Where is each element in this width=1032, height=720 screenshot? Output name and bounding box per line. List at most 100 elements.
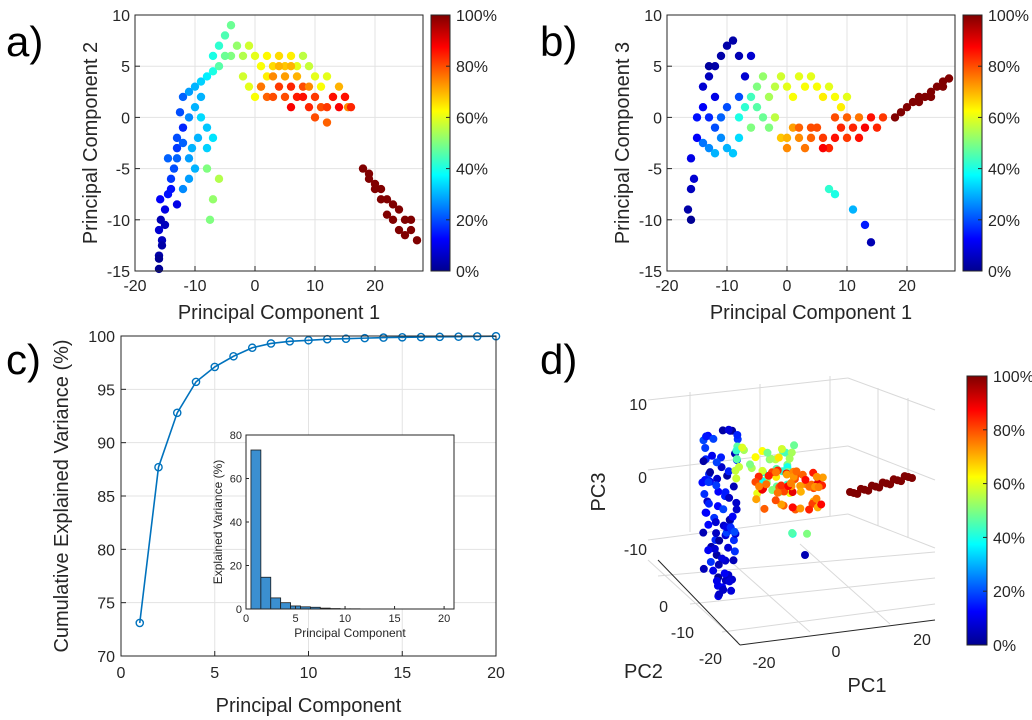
data-point: [178, 138, 188, 148]
data-point: [184, 154, 194, 163]
data-point: [698, 82, 708, 91]
series-marker: [341, 334, 351, 343]
data-point: [208, 133, 218, 143]
data-point: [830, 133, 840, 143]
panel-d-colorbar-tick-label: 80%: [993, 423, 1025, 440]
data-point: [782, 82, 792, 91]
data-point-3d: [724, 425, 733, 434]
data-point: [764, 123, 774, 132]
series-marker: [397, 332, 407, 342]
data-point: [758, 113, 768, 122]
panel-a-colorbar-tick-label: 100%: [456, 8, 497, 25]
data-point-3d: [817, 500, 826, 509]
data-point: [842, 113, 852, 122]
x-tick-label: -10: [183, 278, 206, 295]
inset-bar: [260, 576, 272, 610]
data-point-3d: [772, 468, 781, 477]
data-point: [214, 61, 224, 71]
data-point: [157, 241, 167, 250]
data-point-3d: [706, 468, 715, 477]
series-marker: [435, 332, 445, 342]
pc2-tick-label: -10: [671, 625, 694, 642]
x-tick-label: -20: [655, 278, 678, 295]
data-point: [316, 82, 326, 91]
data-point: [689, 174, 699, 184]
grid-line-3d: [647, 445, 849, 471]
inset-x-tick-label: 15: [388, 613, 400, 625]
data-point-3d: [711, 518, 720, 527]
data-point: [310, 92, 320, 102]
data-point: [722, 41, 732, 50]
grid-line-3d: [721, 603, 936, 633]
y-tick-label: 5: [653, 59, 662, 76]
data-point-3d: [712, 458, 721, 467]
data-point: [370, 184, 380, 194]
data-point-3d: [766, 454, 775, 463]
data-point: [172, 133, 182, 143]
grid-line-3d: [657, 551, 936, 577]
panel-label-b: b): [540, 18, 577, 65]
panel-d-colorbar-tick-label: 60%: [993, 477, 1025, 494]
inset-y-tick-label: 20: [230, 561, 242, 573]
panel-a-colorbar-tick-label: 60%: [456, 110, 488, 127]
series-marker: [304, 335, 313, 345]
data-point: [232, 41, 242, 50]
data-point-3d: [805, 505, 814, 514]
data-point: [932, 82, 942, 91]
y-tick-label: 85: [97, 489, 115, 506]
y-tick-label: -10: [639, 213, 662, 230]
data-point-3d: [704, 546, 713, 555]
x-tick-label: 20: [487, 665, 505, 682]
x-tick-label: -20: [123, 278, 146, 295]
inset-x-axis-label: Principal Component: [294, 626, 406, 640]
data-point: [704, 113, 714, 122]
data-point-3d: [745, 460, 754, 469]
data-point: [740, 102, 750, 112]
data-point: [686, 154, 696, 163]
data-point-3d: [709, 566, 718, 575]
data-point: [806, 72, 816, 81]
pc3-tick-label: 10: [629, 397, 647, 414]
data-point: [208, 51, 218, 61]
grid-line-3d: [647, 513, 849, 541]
data-point: [268, 92, 278, 102]
pc2-tick-label: -20: [699, 651, 722, 668]
data-point: [722, 102, 732, 112]
data-point: [304, 82, 314, 91]
data-point: [788, 92, 798, 102]
data-point: [806, 133, 816, 143]
data-point-3d: [708, 451, 717, 460]
data-point-3d: [805, 482, 814, 491]
y-tick-label: 10: [644, 8, 662, 25]
data-point-3d: [801, 551, 809, 559]
data-point-3d: [773, 488, 782, 497]
data-point: [710, 61, 720, 71]
y-tick-label: 80: [97, 542, 115, 559]
data-point: [406, 225, 416, 235]
data-point: [208, 67, 218, 76]
data-point: [728, 36, 738, 45]
series-marker: [360, 333, 370, 343]
data-point: [716, 133, 726, 143]
data-point: [226, 21, 236, 30]
inset-y-tick-label: 0: [236, 604, 242, 616]
data-point: [202, 143, 212, 153]
scatter-pc1-pc3: -20 -10 0 10 20 -15 -10 -5 0 5 10 Principal Compone…: [612, 8, 1029, 324]
y-tick-label: -15: [107, 264, 130, 281]
data-point: [722, 143, 732, 153]
data-point: [286, 51, 296, 61]
data-point: [842, 92, 852, 102]
data-point: [746, 123, 756, 132]
y-axis-label: Cumulative Explained Variance (%): [51, 339, 73, 652]
data-point: [226, 51, 236, 61]
panel-label-c: c): [6, 336, 41, 383]
x-tick-label: 0: [783, 278, 792, 295]
scatter-pc1-pc2: -20 -10 0 10 20 -15 -10 -5 0 5 10 Principal Compone…: [80, 8, 497, 324]
data-point: [364, 169, 374, 178]
y-tick-label: -10: [107, 213, 130, 230]
y-tick-label: 95: [97, 382, 115, 399]
y-tick-label: 100: [88, 329, 115, 346]
series-marker: [191, 377, 201, 387]
data-point: [376, 184, 386, 194]
data-point-3d: [733, 430, 742, 439]
